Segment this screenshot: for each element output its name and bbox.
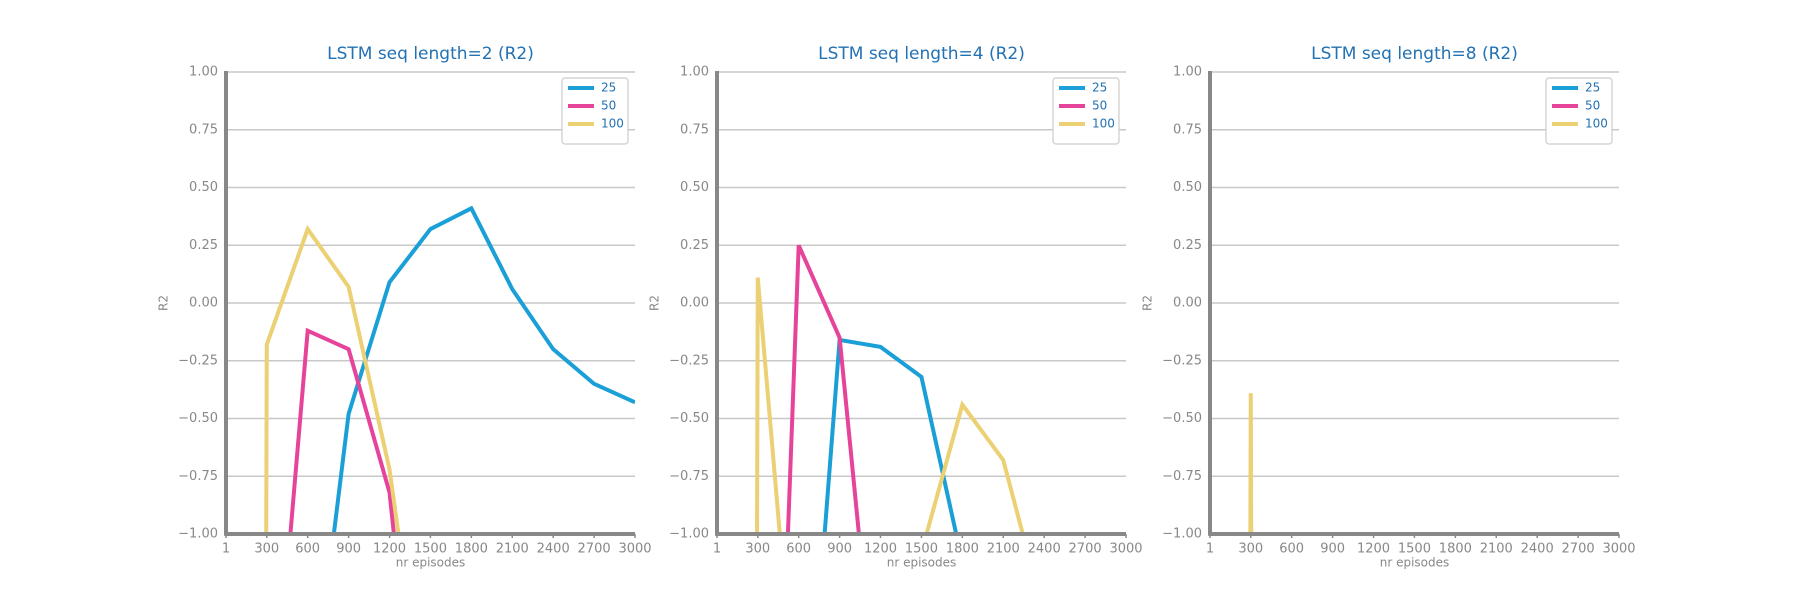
subplot: LSTM seq length=8 (R2) nr episodes R2 −1.00… [1141, 44, 1636, 570]
legend: 25 50 100 [561, 77, 629, 145]
x-tick-label: 2400 [1028, 542, 1061, 557]
y-tick-label: −1.00 [178, 527, 218, 542]
x-tick-label: 900 [827, 542, 852, 557]
x-tick-label: 600 [1279, 542, 1304, 557]
x-tick-label: 300 [745, 542, 770, 557]
x-tick-label: 1500 [414, 542, 447, 557]
legend-label: 25 [1585, 81, 1600, 95]
y-tick-label: 0.50 [680, 180, 709, 195]
x-tick-label: 600 [786, 542, 811, 557]
subplot: LSTM seq length=2 (R2) nr episodes R2 −1.00… [157, 44, 652, 570]
y-tick-label: 1.00 [189, 65, 218, 80]
series-line [288, 327, 396, 534]
series-line [264, 224, 401, 534]
x-tick-label: 900 [1320, 542, 1345, 557]
legend-box [561, 77, 629, 145]
y-tick-label: 0.25 [189, 238, 218, 253]
y-tick-label: −0.75 [178, 469, 218, 484]
y-tick-label: 1.00 [1173, 65, 1202, 80]
x-tick-label: 2400 [1521, 542, 1554, 557]
x-tick-label: 300 [254, 542, 279, 557]
y-axis-label: R2 [1141, 295, 1155, 311]
y-tick-label: −0.25 [1162, 353, 1202, 368]
legend: 25 50 100 [1052, 77, 1120, 145]
legend-box [1545, 77, 1613, 145]
y-tick-label: 0.50 [1173, 180, 1202, 195]
x-axis-label: nr episodes [1380, 556, 1450, 570]
x-tick-label: 1200 [1357, 542, 1390, 557]
y-tick-label: −1.00 [1162, 527, 1202, 542]
x-tick-label: 1800 [946, 542, 979, 557]
x-tick-label: 1 [1206, 542, 1214, 557]
x-tick-label: 1800 [1439, 542, 1472, 557]
x-tick-label: 2700 [1562, 542, 1595, 557]
y-tick-label: −0.25 [178, 353, 218, 368]
x-tick-label: 2100 [1480, 542, 1513, 557]
x-tick-label: 1 [713, 542, 721, 557]
x-tick-label: 3000 [1602, 542, 1635, 557]
x-tick-label: 300 [1238, 542, 1263, 557]
y-tick-label: −1.00 [669, 527, 709, 542]
series-line [822, 337, 959, 534]
legend-label: 100 [601, 117, 624, 131]
y-tick-label: 0.75 [1173, 122, 1202, 137]
y-tick-label: −0.50 [178, 411, 218, 426]
y-tick-label: 0.00 [1173, 296, 1202, 311]
x-tick-label: 900 [336, 542, 361, 557]
x-tick-label: 1500 [1398, 542, 1431, 557]
legend-label: 100 [1092, 117, 1115, 131]
y-tick-label: 0.75 [189, 122, 218, 137]
x-axis-label: nr episodes [887, 556, 957, 570]
y-tick-label: 0.25 [680, 238, 709, 253]
legend-label: 25 [601, 81, 616, 95]
y-tick-label: 0.25 [1173, 238, 1202, 253]
series-line [331, 205, 635, 534]
legend-label: 100 [1585, 117, 1608, 131]
y-tick-label: −0.50 [669, 411, 709, 426]
x-tick-label: 1800 [455, 542, 488, 557]
y-tick-label: 1.00 [680, 65, 709, 80]
y-axis-label: R2 [157, 295, 171, 311]
y-tick-label: 0.00 [680, 296, 709, 311]
x-tick-label: 3000 [618, 542, 651, 557]
subplot: LSTM seq length=4 (R2) nr episodes R2 −1.00… [648, 44, 1143, 570]
x-tick-label: 1500 [905, 542, 938, 557]
x-tick-label: 1200 [373, 542, 406, 557]
x-tick-label: 2400 [537, 542, 570, 557]
legend-label: 50 [1092, 99, 1107, 113]
x-tick-label: 3000 [1109, 542, 1142, 557]
legend: 25 50 100 [1545, 77, 1613, 145]
x-tick-label: 2700 [1069, 542, 1102, 557]
x-tick-label: 1 [222, 542, 230, 557]
x-tick-label: 2700 [578, 542, 611, 557]
y-tick-label: −0.50 [1162, 411, 1202, 426]
y-tick-label: −0.25 [669, 353, 709, 368]
x-axis-label: nr episodes [396, 556, 466, 570]
x-tick-label: 2100 [987, 542, 1020, 557]
legend-label: 50 [1585, 99, 1600, 113]
y-tick-label: 0.00 [189, 296, 218, 311]
legend-label: 50 [601, 99, 616, 113]
x-tick-label: 2100 [496, 542, 529, 557]
y-axis-label: R2 [648, 295, 662, 311]
chart-title: LSTM seq length=2 (R2) [327, 44, 534, 64]
chart-title: LSTM seq length=8 (R2) [1311, 44, 1518, 64]
y-tick-label: −0.75 [669, 469, 709, 484]
chart-title: LSTM seq length=4 (R2) [818, 44, 1025, 64]
x-tick-label: 1200 [864, 542, 897, 557]
y-tick-label: 0.50 [189, 180, 218, 195]
y-tick-label: 0.75 [680, 122, 709, 137]
legend-box [1052, 77, 1120, 145]
y-tick-label: −0.75 [1162, 469, 1202, 484]
legend-label: 25 [1092, 81, 1107, 95]
x-tick-label: 600 [295, 542, 320, 557]
